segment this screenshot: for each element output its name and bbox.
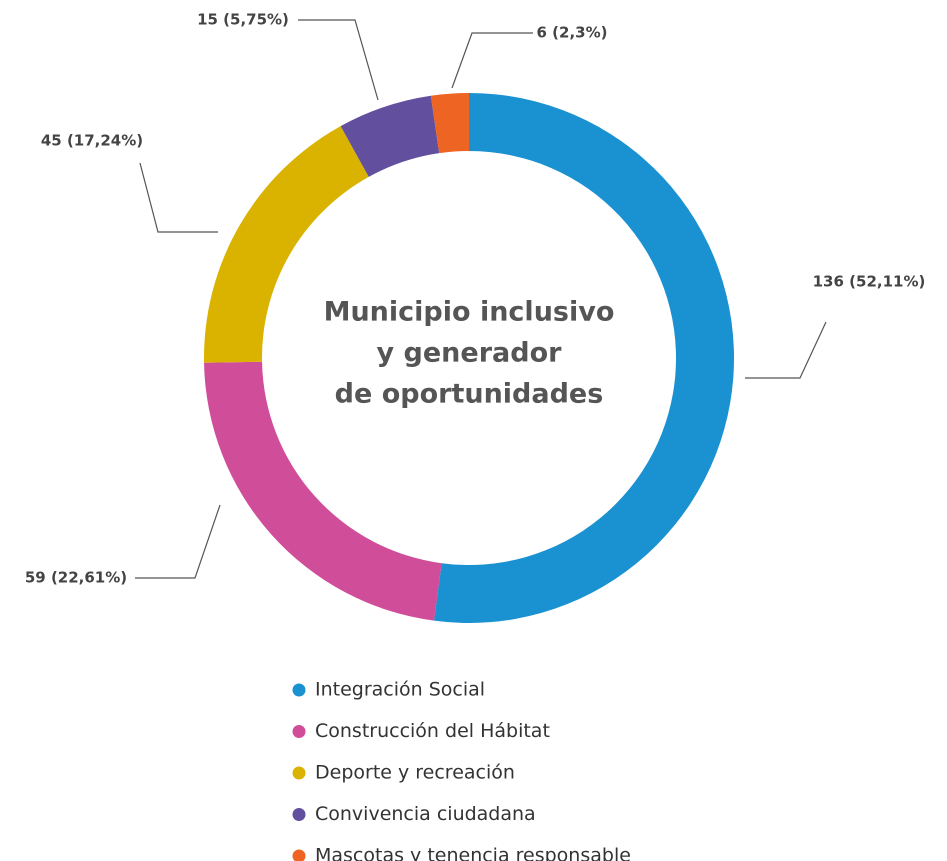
legend-label: Convivencia ciudadana bbox=[315, 803, 536, 825]
legend-marker bbox=[292, 683, 306, 697]
data-label: 136 (52,11%) bbox=[813, 273, 926, 291]
legend-marker bbox=[292, 725, 306, 738]
donut-segment bbox=[204, 361, 442, 621]
leader-line bbox=[135, 504, 221, 579]
center-title: Municipio inclusivo bbox=[324, 297, 615, 328]
leader-line bbox=[451, 32, 533, 89]
donut-segment bbox=[340, 95, 440, 177]
legend-label: Integración Social bbox=[315, 679, 485, 701]
donut-segment bbox=[204, 126, 369, 363]
donut-segment bbox=[430, 93, 469, 154]
leader-line bbox=[139, 162, 218, 233]
center-title: y generador bbox=[377, 338, 563, 369]
legend-label: Mascotas y tenencia responsable bbox=[315, 845, 631, 861]
data-label: 6 (2,3%) bbox=[537, 24, 608, 42]
legend-marker bbox=[292, 849, 306, 861]
donut-segment bbox=[434, 93, 734, 623]
legend-label: Construcción del Hábitat bbox=[315, 720, 550, 742]
legend-marker bbox=[292, 766, 306, 780]
legend-marker bbox=[292, 808, 306, 821]
legend-label: Deporte y recreación bbox=[315, 762, 515, 784]
data-label: 15 (5,75%) bbox=[197, 11, 289, 29]
data-label: 59 (22,61%) bbox=[25, 569, 127, 587]
center-title: de oportunidades bbox=[335, 379, 604, 410]
leader-line bbox=[298, 19, 379, 101]
data-label: 45 (17,24%) bbox=[41, 132, 143, 150]
leader-line bbox=[745, 321, 827, 379]
